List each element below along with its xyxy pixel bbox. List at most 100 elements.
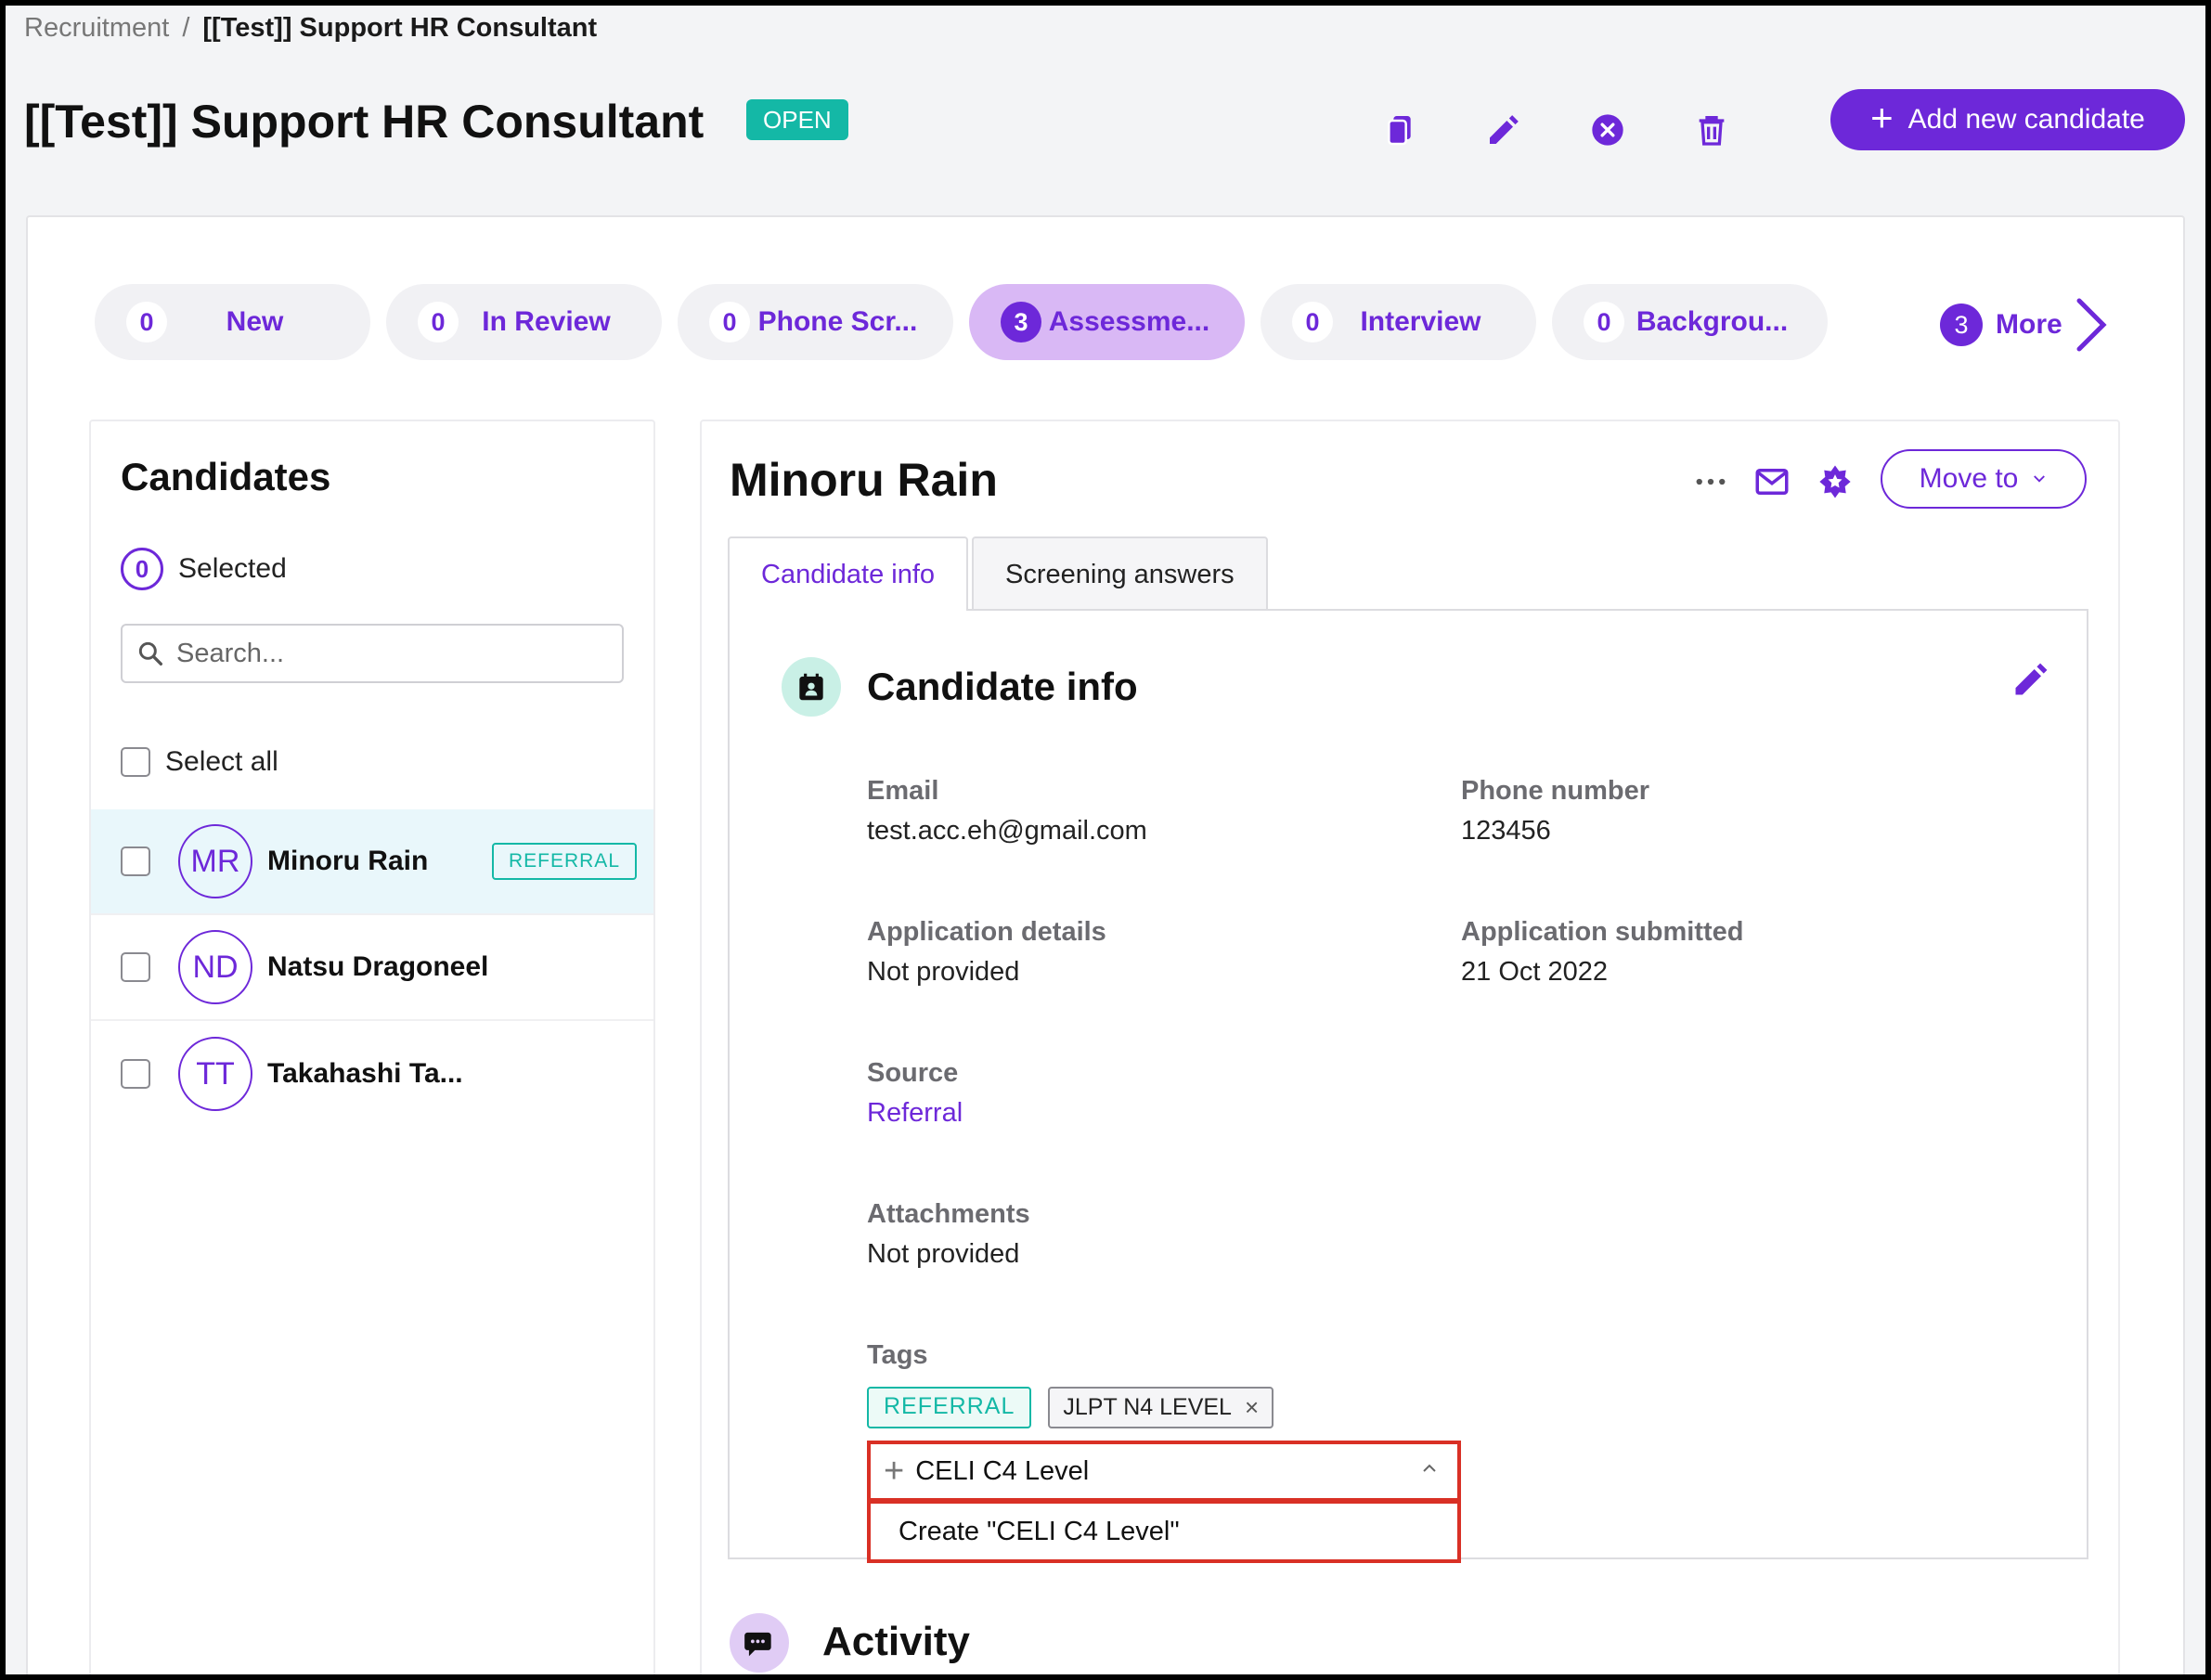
breadcrumb-separator: /: [182, 13, 190, 43]
stage-count: 0: [1292, 302, 1333, 342]
app-window: Recruitment / [[Test]] Support HR Consul…: [6, 6, 2205, 1674]
create-tag-option[interactable]: Create "CELI C4 Level": [867, 1502, 1461, 1563]
tags-label: Tags: [867, 1340, 928, 1370]
attachments-value: Not provided: [867, 1239, 1020, 1269]
stage-in-review[interactable]: 0 In Review: [386, 284, 662, 360]
page-title: [[Test]] Support HR Consultant: [24, 96, 705, 148]
application-submitted-value: 21 Oct 2022: [1461, 957, 1608, 987]
stage-label: New: [226, 306, 284, 337]
status-badge: OPEN: [746, 99, 848, 140]
tag-jlpt-label: JLPT N4 LEVEL: [1063, 1394, 1232, 1420]
source-link[interactable]: Referral: [867, 1098, 963, 1128]
tab-candidate-info[interactable]: Candidate info: [728, 536, 969, 611]
phone-label: Phone number: [1461, 776, 1650, 806]
phone-field: Phone number 123456: [1461, 776, 1649, 846]
stage-count: 0: [126, 302, 167, 342]
stage-assessment[interactable]: 3 Assessme...: [969, 284, 1245, 360]
email-icon[interactable]: [1749, 459, 1795, 505]
candidate-row-natsu-dragoneel[interactable]: ND Natsu Dragoneel: [91, 915, 653, 1021]
email-label: Email: [867, 776, 939, 806]
candidate-detail-panel: Minoru Rain Move to Candidate info Scree…: [700, 420, 2120, 1674]
selected-indicator: 0 Selected: [121, 548, 287, 590]
close-job-icon[interactable]: [1587, 110, 1628, 150]
selected-label: Selected: [178, 553, 287, 584]
badge-star-icon[interactable]: [1812, 459, 1858, 505]
candidate-checkbox[interactable]: [121, 846, 150, 876]
application-details-label: Application details: [867, 917, 1106, 947]
search-icon: [138, 641, 162, 666]
candidate-detail-name: Minoru Rain: [730, 454, 998, 506]
email-value: test.acc.eh@gmail.com: [867, 816, 1147, 846]
candidates-title: Candidates: [121, 455, 331, 498]
tag-jlpt: JLPT N4 LEVEL ×: [1048, 1387, 1274, 1428]
source-label: Source: [867, 1058, 959, 1088]
more-label: More: [1996, 309, 2062, 340]
stage-label: Backgrou...: [1636, 306, 1789, 337]
add-new-candidate-button[interactable]: + Add new candidate: [1830, 89, 2185, 150]
avatar: TT: [178, 1037, 252, 1111]
tab-screening-answers[interactable]: Screening answers: [972, 536, 1268, 611]
application-submitted-label: Application submitted: [1461, 917, 1744, 947]
candidate-checkbox[interactable]: [121, 952, 150, 982]
contact-card-icon: [782, 657, 841, 717]
phone-value: 123456: [1461, 816, 1551, 846]
tag-referral: REFERRAL: [867, 1387, 1032, 1428]
attachments-label: Attachments: [867, 1199, 1030, 1229]
stage-count: 3: [1001, 302, 1041, 342]
stage-count: 0: [1584, 302, 1624, 342]
stage-new[interactable]: 0 New: [95, 284, 370, 360]
chevron-up-icon[interactable]: [1418, 1457, 1441, 1480]
candidate-row-minoru-rain[interactable]: MR Minoru Rain REFERRAL: [91, 809, 653, 915]
candidate-row-takahashi[interactable]: TT Takahashi Ta...: [91, 1021, 653, 1127]
edit-icon[interactable]: [1483, 110, 1524, 150]
tag-input[interactable]: [915, 1455, 1399, 1487]
move-to-button[interactable]: Move to: [1881, 449, 2087, 509]
selected-count: 0: [121, 548, 163, 590]
candidate-name: Minoru Rain: [267, 846, 429, 876]
breadcrumb-recruitment[interactable]: Recruitment: [24, 13, 170, 43]
stage-label: Phone Scr...: [757, 306, 918, 337]
source-field: Source Referral: [867, 1058, 963, 1129]
select-all-label: Select all: [165, 746, 278, 777]
stage-label: Interview: [1360, 306, 1481, 337]
stage-label: Assessme...: [1048, 306, 1210, 337]
chevron-down-icon: [2034, 475, 2046, 483]
select-all-checkbox[interactable]: [121, 747, 150, 777]
stage-interview[interactable]: 0 Interview: [1261, 284, 1536, 360]
breadcrumb-current: [[Test]] Support HR Consultant: [202, 13, 598, 43]
more-count: 3: [1940, 304, 1983, 346]
candidate-list: MR Minoru Rain REFERRAL ND Natsu Dragone…: [91, 809, 653, 1127]
stage-label: In Review: [482, 306, 611, 337]
move-to-label: Move to: [1919, 463, 2019, 494]
search-input[interactable]: [176, 638, 603, 669]
tags-list: REFERRAL JLPT N4 LEVEL ×: [867, 1387, 1274, 1428]
referral-badge: REFERRAL: [491, 843, 637, 880]
breadcrumb: Recruitment / [[Test]] Support HR Consul…: [24, 13, 597, 44]
chevron-right-icon: [2076, 298, 2107, 352]
stage-count: 0: [418, 302, 459, 342]
search-box: [121, 624, 624, 683]
plus-icon: +: [1870, 96, 1894, 139]
activity-chat-icon: [730, 1613, 789, 1673]
email-field: Email test.acc.eh@gmail.com: [867, 776, 1147, 846]
stage-phone-screen[interactable]: 0 Phone Scr...: [678, 284, 953, 360]
stage-count: 0: [709, 302, 750, 342]
application-details-field: Application details Not provided: [867, 917, 1106, 988]
more-stages-button[interactable]: 3 More: [1940, 297, 2107, 353]
activity-title: Activity: [822, 1619, 970, 1664]
tags-field: Tags: [867, 1340, 928, 1371]
avatar: MR: [178, 824, 252, 898]
more-options-icon[interactable]: [1687, 459, 1734, 505]
stage-background[interactable]: 0 Backgrou...: [1552, 284, 1828, 360]
attachments-field: Attachments Not provided: [867, 1199, 1030, 1270]
candidate-checkbox[interactable]: [121, 1059, 150, 1089]
candidate-name: Takahashi Ta...: [267, 1058, 463, 1089]
detail-tabs: Candidate info Screening answers: [728, 536, 1268, 611]
duplicate-icon[interactable]: [1379, 110, 1420, 150]
select-all-row: Select all: [121, 746, 278, 778]
trash-icon[interactable]: [1691, 110, 1732, 150]
remove-tag-icon[interactable]: ×: [1244, 1393, 1260, 1421]
stage-pills: 0 New 0 In Review 0 Phone Scr... 3 Asses…: [95, 284, 1828, 360]
edit-info-icon[interactable]: [2011, 659, 2055, 704]
section-title: Candidate info: [867, 665, 1138, 708]
